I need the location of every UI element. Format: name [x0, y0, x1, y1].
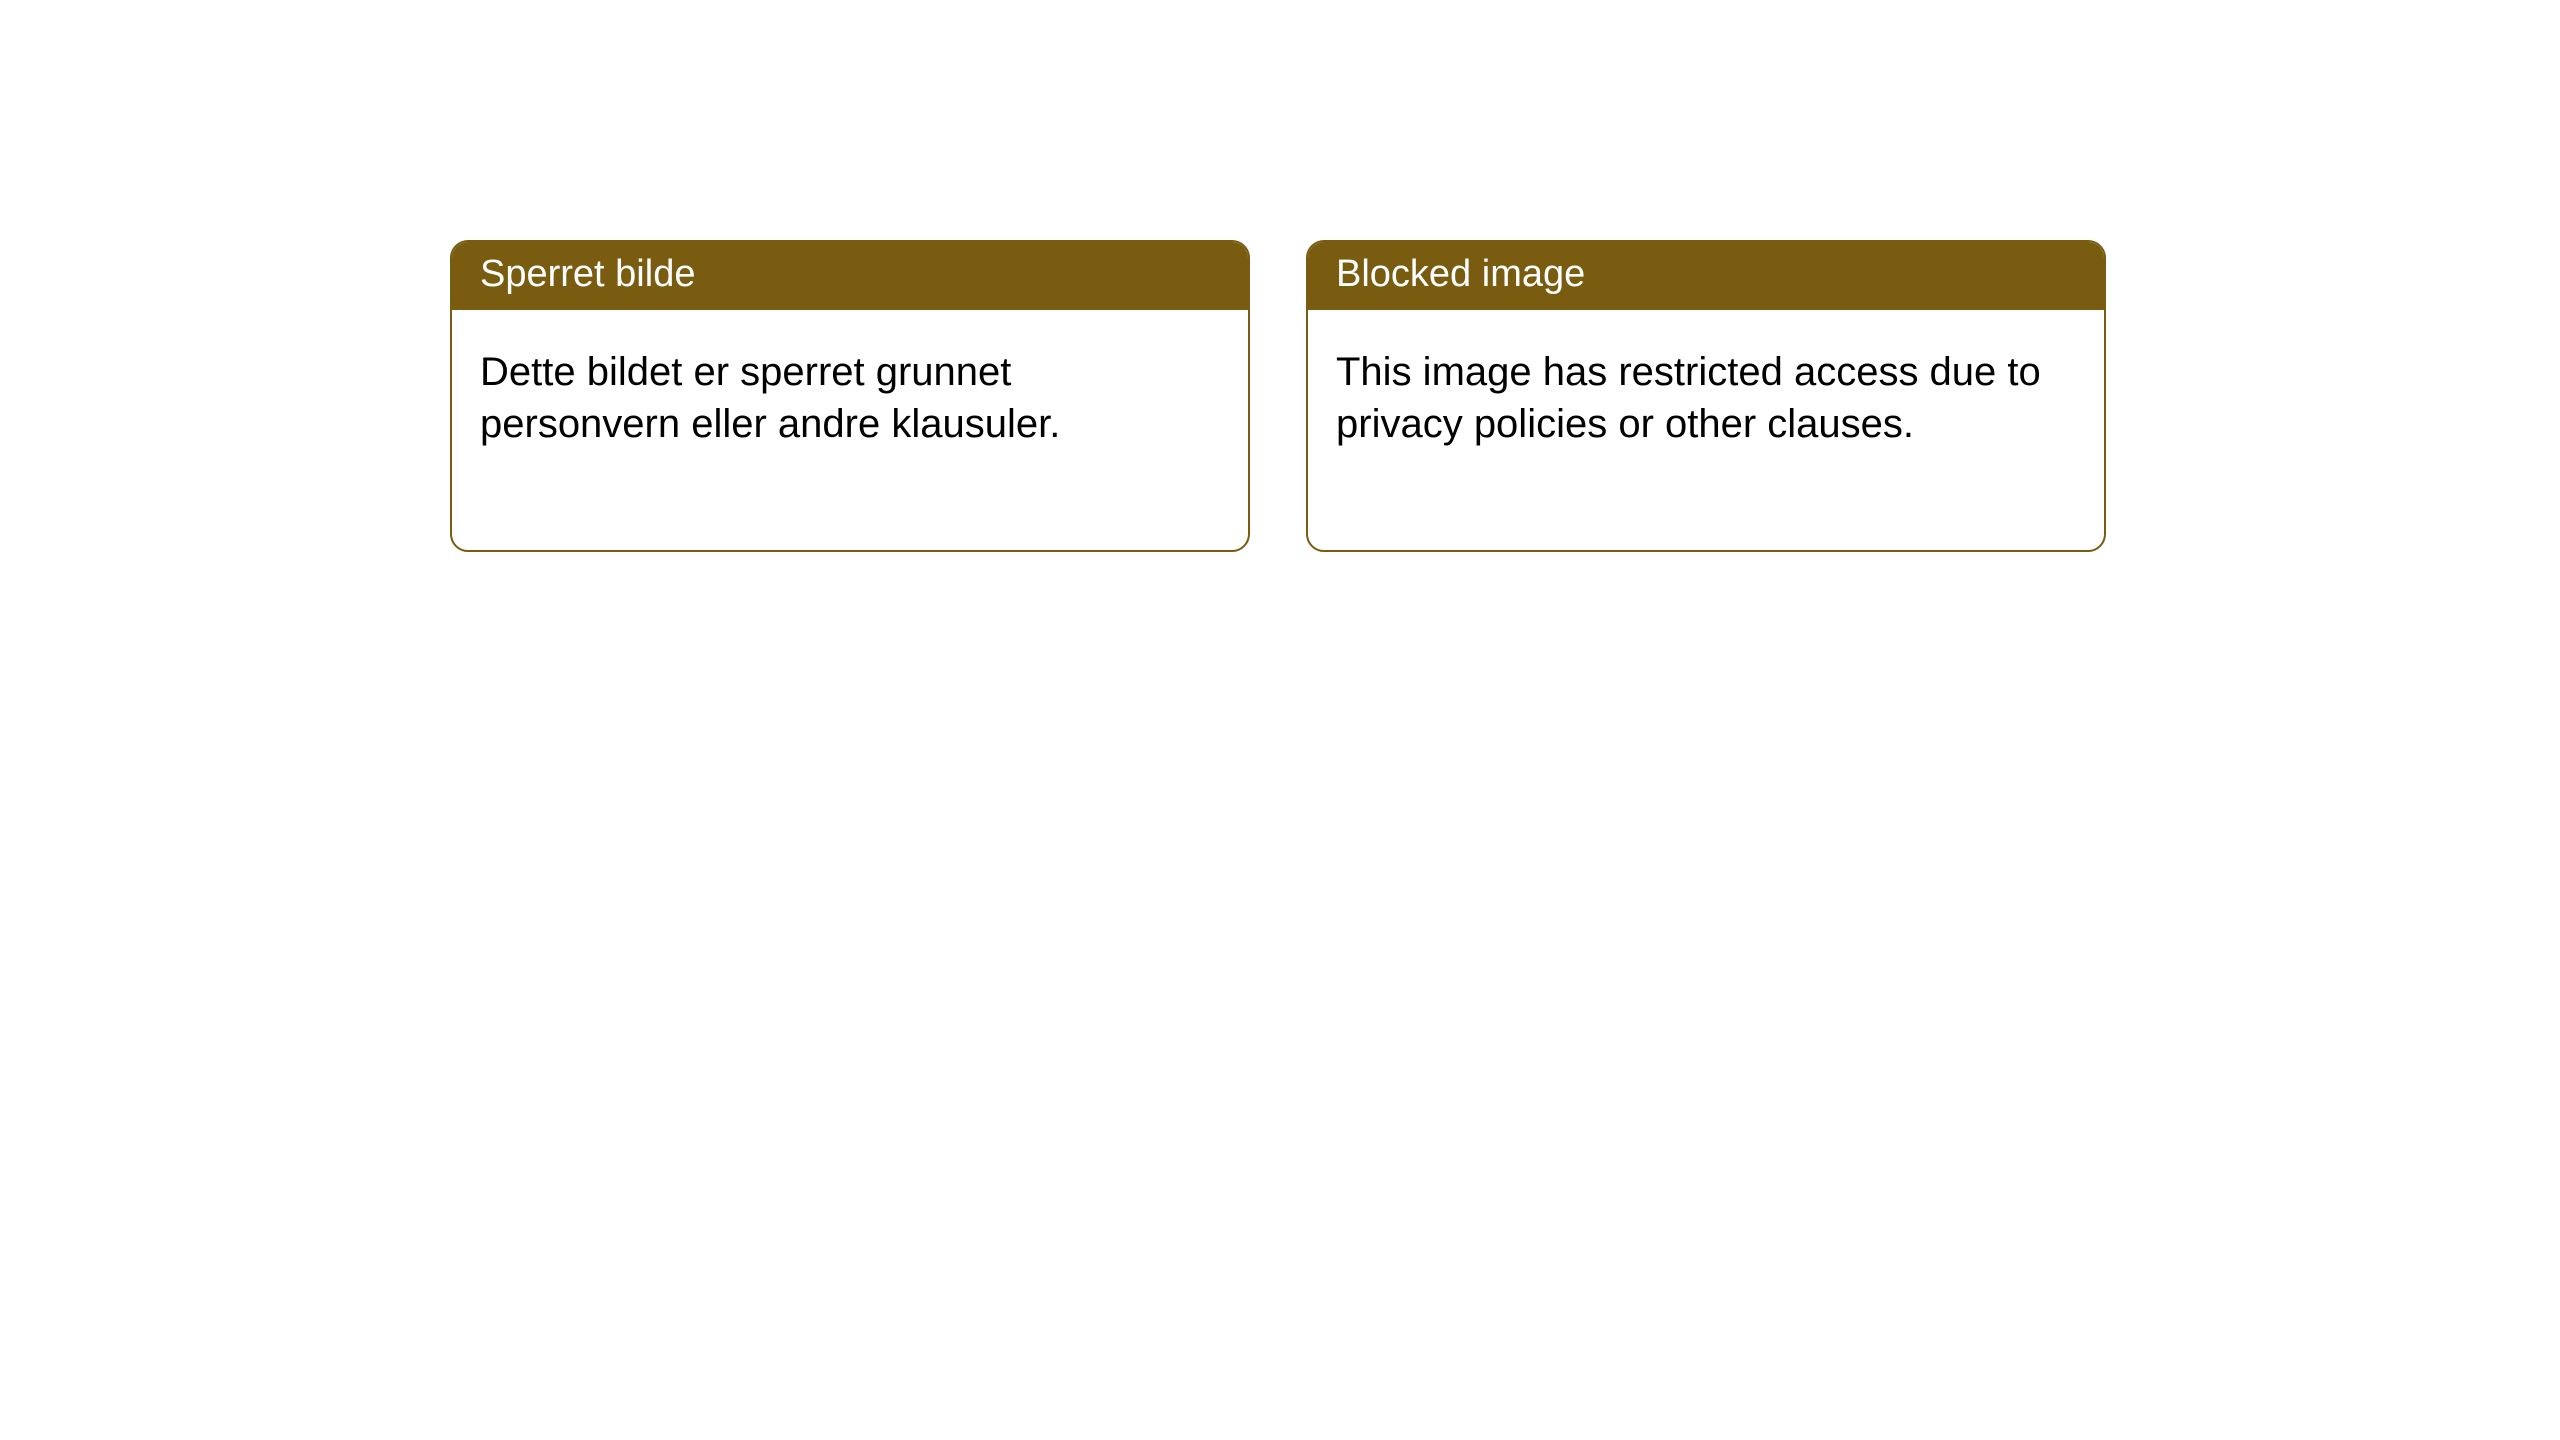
notice-card-no: Sperret bilde Dette bildet er sperret gr… — [450, 240, 1250, 552]
notice-body-en: This image has restricted access due to … — [1308, 310, 2104, 550]
notice-header-no: Sperret bilde — [452, 242, 1248, 310]
notice-header-en: Blocked image — [1308, 242, 2104, 310]
notice-body-no: Dette bildet er sperret grunnet personve… — [452, 310, 1248, 550]
notice-card-en: Blocked image This image has restricted … — [1306, 240, 2106, 552]
notice-container: Sperret bilde Dette bildet er sperret gr… — [0, 0, 2560, 552]
